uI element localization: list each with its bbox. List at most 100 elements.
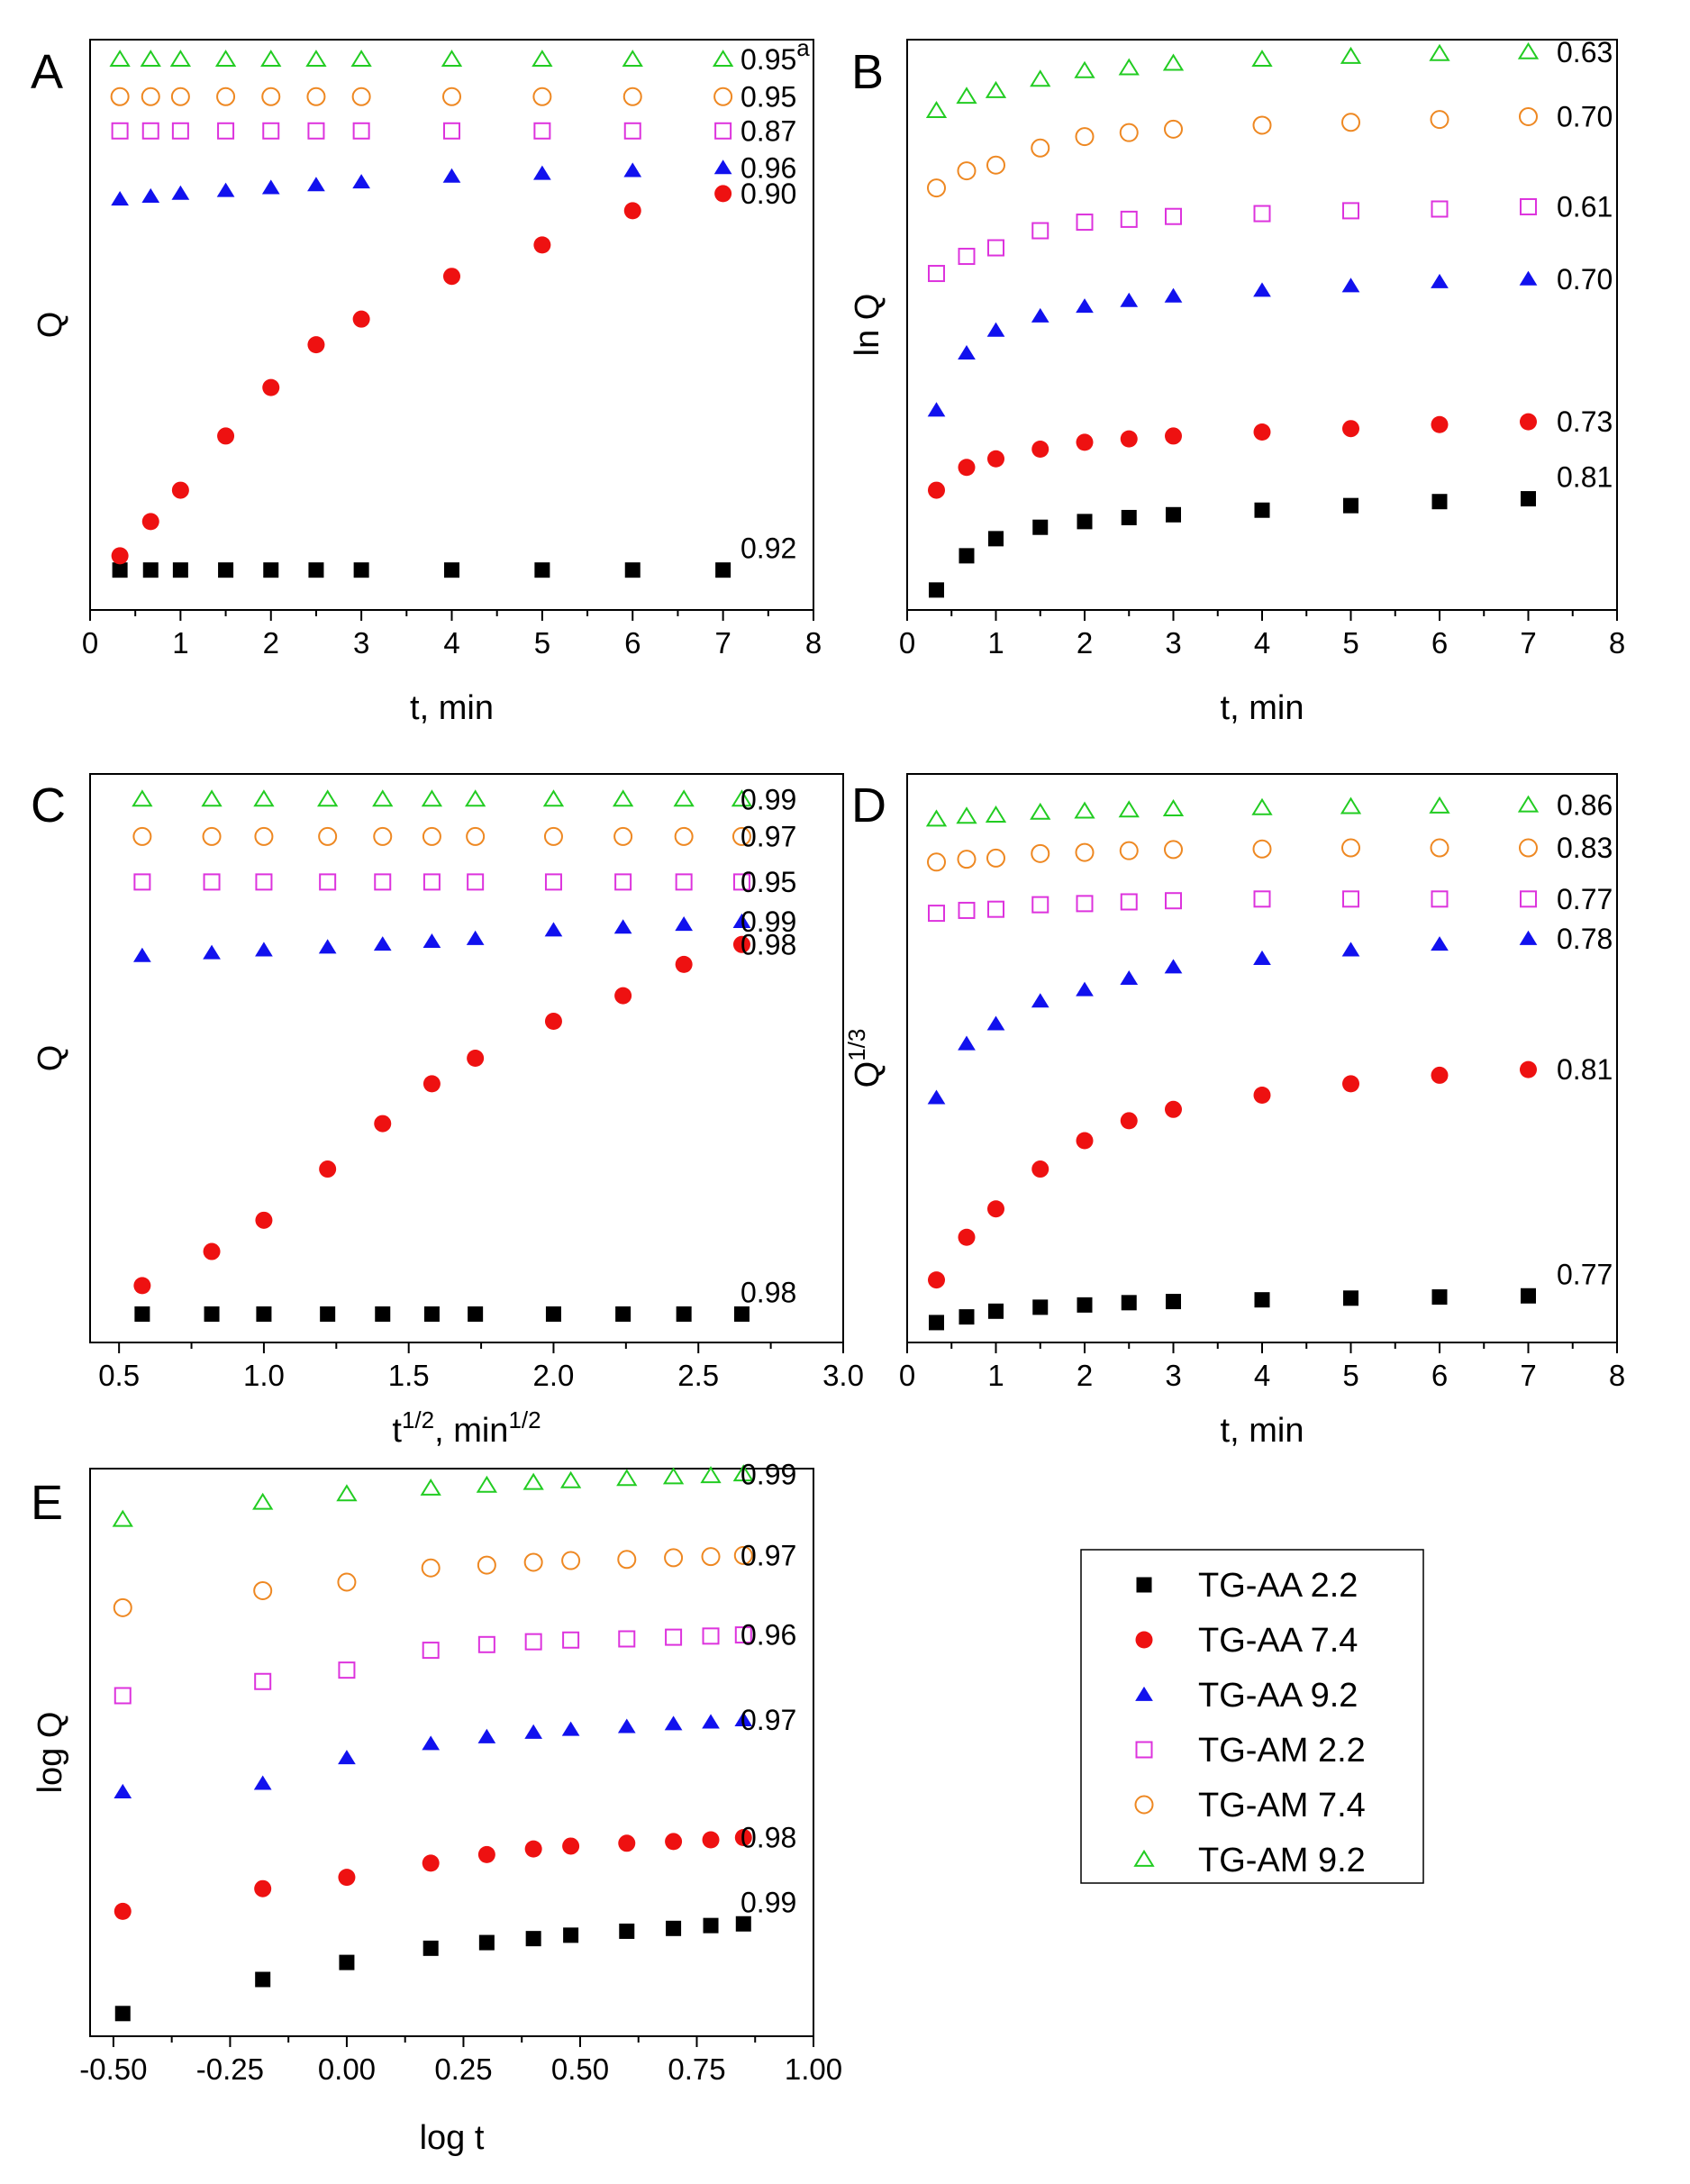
data-point	[614, 873, 632, 891]
x-tick-label: 6	[1431, 1359, 1448, 1392]
data-point	[1162, 53, 1185, 71]
data-point	[525, 1931, 541, 1947]
data-point	[373, 826, 393, 846]
data-point	[958, 1228, 976, 1246]
x-tick-label: 6	[624, 626, 641, 660]
data-point	[477, 1555, 496, 1575]
data-point	[1030, 69, 1051, 87]
data-point	[1118, 800, 1140, 818]
data-point	[351, 86, 371, 106]
data-point	[619, 1923, 635, 1939]
data-point	[542, 789, 565, 807]
x-tick-label: 5	[1342, 626, 1358, 660]
data-point	[623, 162, 642, 177]
x-tick-label: 1.00	[785, 2052, 842, 2086]
x-tick-label: 7	[714, 626, 731, 660]
data-point	[987, 1200, 1004, 1218]
data-point	[675, 916, 694, 932]
data-point	[422, 1075, 441, 1093]
series-tg-aa-2.2	[929, 1288, 1536, 1331]
r2-annotation: 0.98	[741, 1276, 796, 1308]
data-point	[318, 826, 338, 846]
data-point	[1031, 440, 1049, 458]
data-point	[202, 826, 222, 846]
data-point	[422, 826, 441, 846]
data-point	[622, 50, 643, 68]
data-point	[561, 1551, 581, 1570]
data-point	[1119, 123, 1139, 142]
data-point	[956, 86, 977, 105]
series-tg-aa-9.2	[927, 270, 1538, 417]
data-point	[254, 1879, 272, 1897]
data-point	[533, 165, 551, 180]
data-point	[1431, 1289, 1448, 1306]
data-point	[1431, 936, 1449, 951]
data-point	[958, 901, 976, 919]
r2-annotation: 0.99	[741, 905, 796, 938]
data-point	[1162, 799, 1185, 817]
data-point	[319, 873, 337, 891]
data-point	[545, 1306, 561, 1322]
data-point	[141, 122, 159, 140]
plot-frame	[89, 1468, 814, 2037]
x-tick-label: 1.5	[388, 1359, 430, 1392]
data-point	[307, 177, 325, 192]
data-point	[172, 562, 188, 578]
data-point	[140, 50, 161, 68]
x-tick-label: 4	[1254, 626, 1270, 660]
data-point	[466, 930, 485, 945]
series-tg-aa-2.2	[134, 1306, 750, 1322]
data-point	[732, 913, 751, 928]
data-point	[927, 852, 947, 872]
data-point	[1431, 494, 1448, 510]
data-point	[1165, 892, 1182, 910]
data-point	[1341, 278, 1360, 293]
data-point	[1252, 115, 1272, 135]
data-point	[956, 806, 977, 824]
data-point	[374, 1115, 392, 1133]
r2-annotation: 0.95	[741, 80, 796, 113]
data-point	[1120, 292, 1139, 307]
data-point	[443, 122, 460, 140]
series-tg-am-7.4	[927, 838, 1538, 872]
data-point	[524, 1633, 542, 1651]
data-point	[928, 905, 946, 923]
data-point	[1429, 43, 1450, 61]
data-point	[262, 378, 280, 396]
data-point	[986, 322, 1005, 337]
data-point	[1031, 896, 1049, 914]
y-axis-label: Q1/3	[843, 1029, 886, 1088]
data-point	[114, 1783, 132, 1798]
r2-annotation: 0.81	[1557, 461, 1613, 494]
data-point	[1431, 1066, 1449, 1084]
data-point	[1164, 287, 1183, 303]
r2-annotation: 0.90	[741, 177, 796, 210]
data-point	[533, 236, 551, 254]
data-point	[534, 562, 550, 578]
data-point	[733, 1545, 753, 1565]
data-point	[1031, 222, 1049, 240]
data-point	[423, 1306, 440, 1322]
data-point	[563, 1927, 579, 1943]
data-point	[203, 873, 221, 891]
x-tick-label: 3.0	[822, 1359, 864, 1392]
data-point	[623, 202, 641, 220]
data-point	[733, 1306, 750, 1322]
data-point	[714, 185, 732, 203]
series-tg-aa-7.4	[133, 935, 750, 1295]
data-point	[985, 80, 1007, 98]
data-point	[702, 1831, 720, 1849]
data-point	[1517, 795, 1540, 813]
legend-marker	[1133, 1849, 1155, 1867]
data-point	[986, 155, 1005, 175]
data-point	[253, 789, 275, 807]
data-point	[1165, 427, 1182, 445]
data-point	[132, 789, 153, 807]
r2-annotation: 0.97	[741, 1539, 796, 1571]
x-tick-label: 1	[987, 626, 1004, 660]
data-point	[444, 562, 459, 578]
data-point	[616, 1469, 638, 1487]
x-tick-label: 1.0	[243, 1359, 285, 1392]
r2-annotation: 0.98	[741, 928, 796, 960]
data-point	[1341, 838, 1360, 858]
